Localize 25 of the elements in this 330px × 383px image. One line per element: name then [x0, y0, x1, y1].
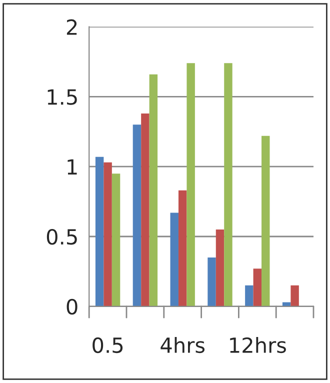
- bar: [178, 190, 187, 306]
- bar: [262, 136, 270, 306]
- y-tick-label: 0.5: [46, 228, 77, 245]
- bar: [224, 63, 232, 306]
- bar: [141, 113, 150, 306]
- y-tick-label: 1: [68, 159, 77, 175]
- y-tick-label: 1.5: [48, 89, 77, 105]
- y-tick-label: 2: [66, 19, 77, 35]
- bar: [208, 257, 216, 306]
- y-tick-label: 0: [66, 298, 78, 315]
- bar: [104, 162, 112, 306]
- x-tick-label: 12hrs: [230, 336, 286, 354]
- bar: [95, 156, 104, 306]
- x-tick-label: 4hrs: [160, 336, 205, 354]
- bar: [216, 230, 224, 306]
- bar: [170, 212, 178, 306]
- bar: [186, 63, 195, 306]
- bar: [282, 302, 291, 306]
- bar: [253, 268, 262, 306]
- bar: [290, 285, 299, 306]
- bar: [132, 124, 142, 306]
- bar: [245, 285, 254, 306]
- bar: [149, 74, 158, 306]
- x-tick-label: 0.5: [92, 337, 123, 354]
- bar: [112, 174, 120, 306]
